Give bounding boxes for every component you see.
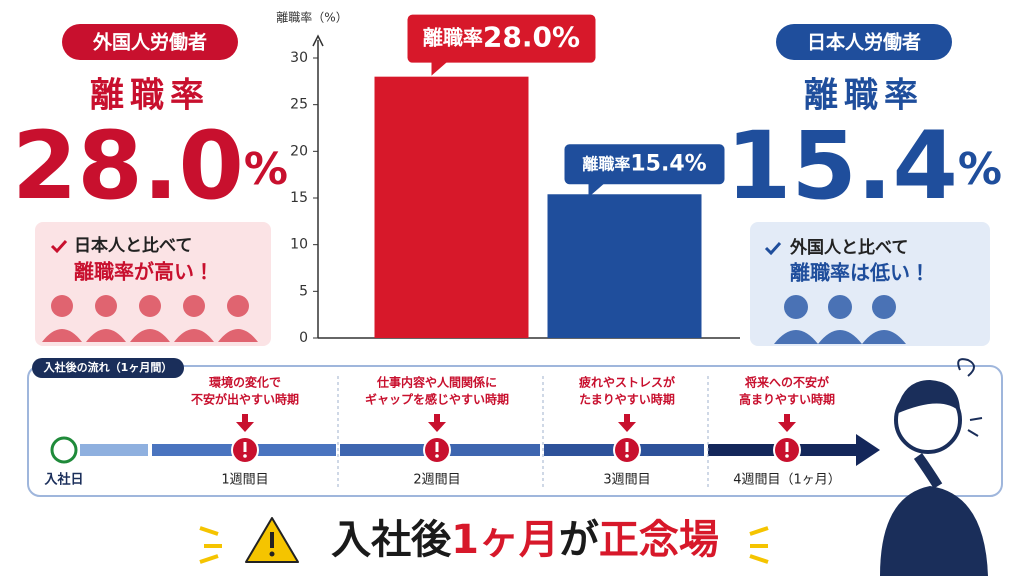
alert-dot — [435, 454, 439, 458]
axis-arrow — [312, 34, 324, 47]
y-tick-label: 30 — [290, 50, 308, 66]
y-tick-label: 20 — [290, 143, 308, 159]
value-label: 28.0% — [483, 21, 580, 54]
note-line: 離職率が高い！ — [74, 260, 214, 284]
stage-label: 4週間目（1ヶ月） — [733, 473, 841, 488]
stage-alert: 将来への不安が — [744, 375, 829, 390]
stage-alert: 仕事内容や人間関係に — [376, 375, 497, 390]
stage-alert: たまりやすい時期 — [579, 392, 675, 407]
footer-part: 1ヶ月 — [451, 517, 559, 563]
callout-pointer — [588, 183, 605, 198]
note-box — [750, 222, 990, 346]
callout-text: 離職率28.0% — [423, 21, 580, 54]
alert-dot — [243, 454, 247, 458]
timeline-bar — [80, 444, 148, 456]
timeline-title-pill — [32, 358, 184, 378]
badge — [776, 24, 952, 60]
warning-icon — [199, 517, 769, 564]
people-icons — [774, 295, 906, 344]
callout-prefix: 離職率 — [582, 154, 630, 173]
heading: 離職率 — [804, 76, 924, 116]
y-tick-label: 5 — [299, 283, 308, 299]
note-box — [35, 222, 271, 346]
y-tick-label: 10 — [290, 237, 308, 253]
stage-label: 3週間目 — [603, 473, 650, 488]
alert-mark — [435, 442, 439, 452]
stage-alert: 不安が出やすい時期 — [191, 392, 299, 407]
alert-dot — [625, 454, 629, 458]
badge-text: 外国人労働者 — [92, 31, 207, 54]
stage-alert: ギャップを感じやすい時期 — [365, 392, 509, 407]
worried-person — [880, 358, 988, 576]
y-tick-label: 25 — [290, 97, 308, 113]
note-line: 日本人と比べて — [74, 235, 192, 256]
y-axis-label: 離職率（%） — [276, 11, 347, 25]
start-dot — [50, 436, 78, 464]
badge-text: 日本人労働者 — [807, 31, 921, 54]
alert-mark — [785, 442, 789, 452]
stage-label: 2週間目 — [413, 473, 460, 488]
y-tick-label: 15 — [290, 190, 308, 206]
check-icon — [764, 241, 782, 256]
footer-part: 入社後 — [331, 517, 452, 563]
footer-part: が — [559, 517, 599, 563]
stage-alert: 疲れやストレスが — [579, 375, 675, 390]
y-tick-label: 0 — [299, 330, 308, 346]
value-label: 15.4% — [630, 151, 706, 176]
alert-mark — [243, 442, 247, 452]
stage-alert: 環境の変化で — [209, 375, 281, 390]
people-icons — [42, 295, 258, 342]
down-arrow — [778, 414, 796, 432]
note-line: 外国人と比べて — [789, 237, 908, 258]
down-arrow — [428, 414, 446, 432]
big-rate: 15.4% — [726, 112, 1002, 221]
heading: 離職率 — [90, 76, 210, 116]
callout-text: 離職率15.4% — [582, 151, 706, 176]
alert-dot — [785, 454, 789, 458]
badge — [62, 24, 238, 60]
callout — [407, 14, 596, 63]
footer-part: 正念場 — [599, 517, 719, 563]
note-line: 離職率は低い！ — [790, 261, 930, 285]
stage-label: 1週間目 — [221, 473, 268, 488]
separators — [337, 376, 709, 488]
callout — [564, 144, 725, 185]
bar — [374, 76, 529, 339]
footer-headline: 入社後1ヶ月が正念場 — [331, 517, 719, 563]
big-rate: 28.0% — [12, 112, 288, 221]
timeline-title: 入社後の流れ（1ヶ月間） — [43, 360, 173, 374]
callout-prefix: 離職率 — [423, 25, 483, 49]
callout-pointer — [431, 61, 448, 76]
down-arrow — [618, 414, 636, 432]
start-label: 入社日 — [43, 472, 83, 488]
stage-alert: 高まりやすい時期 — [739, 392, 835, 407]
timeline-arrow — [856, 434, 880, 466]
alert-mark — [625, 442, 629, 452]
down-arrow — [236, 414, 254, 432]
timeline-box — [27, 365, 1003, 497]
check-icon — [50, 239, 68, 254]
bar — [547, 194, 702, 338]
